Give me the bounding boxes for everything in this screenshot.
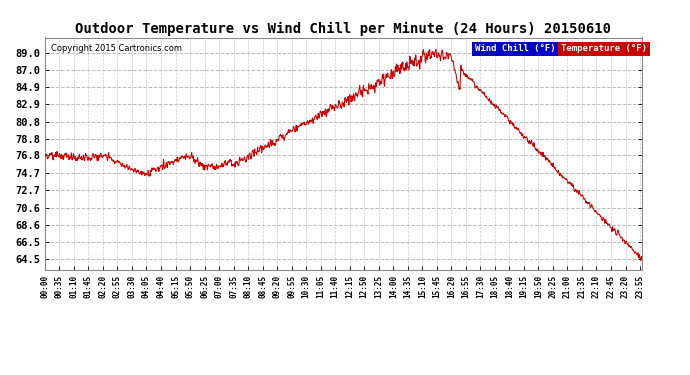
Text: Copyright 2015 Cartronics.com: Copyright 2015 Cartronics.com: [51, 45, 182, 54]
Text: Temperature (°F): Temperature (°F): [561, 45, 647, 54]
Text: Wind Chill (°F): Wind Chill (°F): [475, 45, 555, 54]
Title: Outdoor Temperature vs Wind Chill per Minute (24 Hours) 20150610: Outdoor Temperature vs Wind Chill per Mi…: [75, 22, 611, 36]
